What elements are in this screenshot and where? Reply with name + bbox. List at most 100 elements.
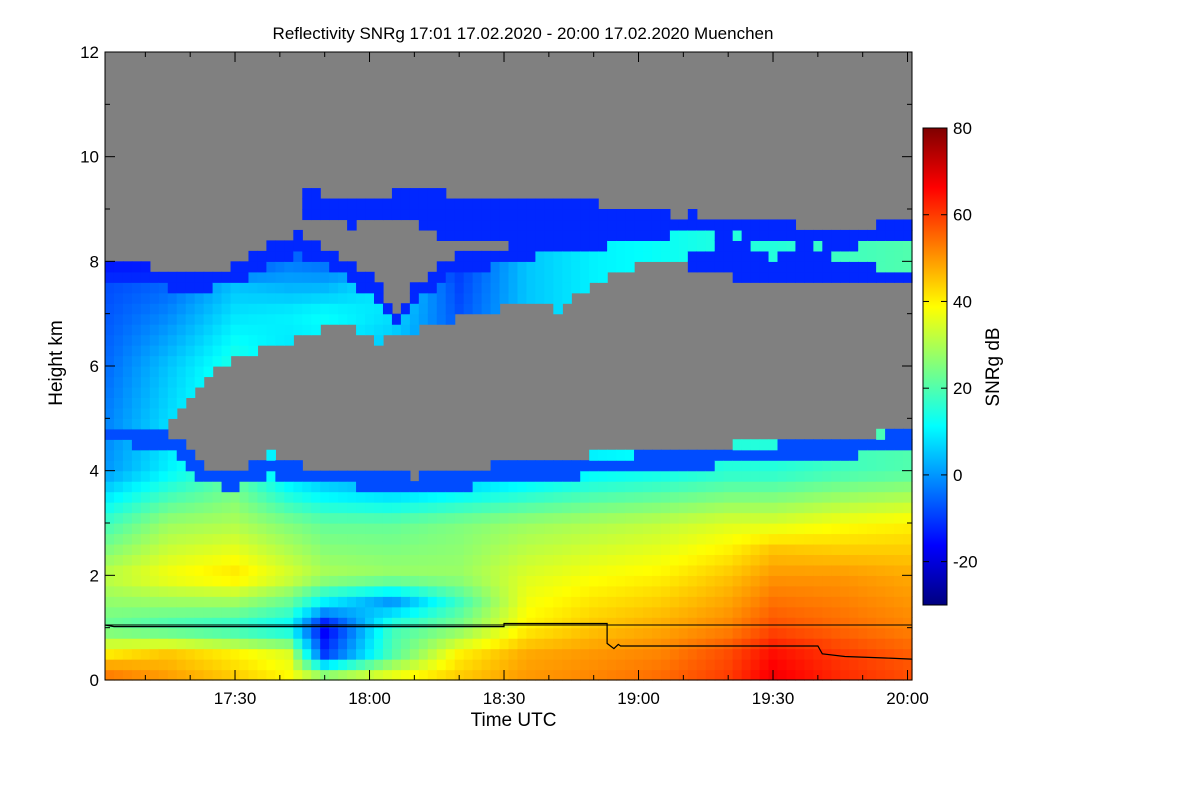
heatmap-cell bbox=[185, 575, 196, 587]
heatmap-cell bbox=[293, 324, 303, 336]
heatmap-cell bbox=[239, 596, 250, 608]
heatmap-cell bbox=[185, 523, 196, 535]
heatmap-cell bbox=[436, 669, 447, 681]
heatmap-cell bbox=[687, 240, 698, 252]
heatmap-cell bbox=[553, 229, 563, 241]
heatmap-cell bbox=[365, 648, 375, 660]
heatmap-cell bbox=[696, 491, 707, 503]
heatmap-cell bbox=[454, 198, 465, 210]
heatmap-cell bbox=[391, 209, 402, 221]
heatmap-cell bbox=[786, 261, 797, 273]
heatmap-cell bbox=[499, 617, 510, 629]
heatmap-cell bbox=[284, 585, 294, 597]
heatmap-cell bbox=[203, 585, 214, 597]
heatmap-cell bbox=[436, 564, 447, 576]
heatmap-cell bbox=[409, 627, 420, 639]
heatmap-cell bbox=[490, 481, 501, 493]
y-tick-label: 6 bbox=[90, 357, 99, 376]
heatmap-cell bbox=[885, 617, 895, 629]
heatmap-cell bbox=[813, 617, 823, 629]
heatmap-cell bbox=[517, 240, 528, 252]
heatmap-cell bbox=[436, 648, 447, 660]
heatmap-cell bbox=[714, 617, 725, 629]
heatmap-cell bbox=[409, 617, 420, 629]
heatmap-cell bbox=[463, 261, 474, 273]
heatmap-cell bbox=[553, 606, 563, 618]
heatmap-cell bbox=[140, 648, 151, 660]
heatmap-cell bbox=[678, 250, 689, 262]
heatmap-cell bbox=[490, 303, 501, 315]
heatmap-cell bbox=[311, 638, 321, 650]
heatmap-cell bbox=[463, 229, 474, 241]
heatmap-cell bbox=[651, 481, 662, 493]
heatmap-cell bbox=[687, 491, 698, 503]
heatmap-cell bbox=[544, 533, 554, 545]
heatmap-cell bbox=[463, 512, 474, 524]
heatmap-cell bbox=[329, 261, 339, 273]
heatmap-cell bbox=[553, 261, 563, 273]
heatmap-cell bbox=[113, 512, 124, 524]
heatmap-cell bbox=[508, 627, 519, 639]
heatmap-cell bbox=[257, 638, 267, 650]
heatmap-cell bbox=[374, 659, 384, 671]
heatmap-cell bbox=[400, 638, 411, 650]
heatmap-cell bbox=[481, 554, 492, 566]
heatmap-cell bbox=[687, 209, 698, 221]
heatmap-cell bbox=[113, 617, 124, 629]
heatmap-cell bbox=[535, 575, 545, 587]
heatmap-cell bbox=[589, 554, 599, 566]
heatmap-cell bbox=[472, 543, 483, 555]
heatmap-cell bbox=[275, 543, 285, 555]
heatmap-cell bbox=[338, 481, 348, 493]
heatmap-cell bbox=[894, 606, 904, 618]
heatmap-cell bbox=[616, 209, 626, 221]
heatmap-cell bbox=[777, 575, 788, 587]
heatmap-cell bbox=[418, 554, 429, 566]
heatmap-cell bbox=[230, 606, 241, 618]
heatmap-cell bbox=[221, 638, 232, 650]
heatmap-cell bbox=[266, 575, 276, 587]
heatmap-cell bbox=[651, 250, 662, 262]
heatmap-cell bbox=[248, 292, 259, 304]
heatmap-cell bbox=[571, 282, 581, 294]
heatmap-cell bbox=[382, 512, 393, 524]
heatmap-cell bbox=[302, 188, 312, 200]
heatmap-cell bbox=[248, 554, 259, 566]
heatmap-cell bbox=[777, 470, 788, 482]
heatmap-cell bbox=[194, 596, 205, 608]
heatmap-cell bbox=[158, 271, 169, 283]
heatmap-cell bbox=[409, 564, 420, 576]
heatmap-cell bbox=[885, 428, 895, 440]
heatmap-cell bbox=[131, 659, 142, 671]
heatmap-cell bbox=[553, 554, 563, 566]
heatmap-cell bbox=[499, 585, 510, 597]
heatmap-cell bbox=[203, 659, 214, 671]
heatmap-cell bbox=[535, 229, 545, 241]
heatmap-cell bbox=[131, 606, 142, 618]
heatmap-cell bbox=[553, 564, 563, 576]
heatmap-cell bbox=[705, 585, 716, 597]
heatmap-cell bbox=[786, 439, 797, 451]
heatmap-cell bbox=[158, 334, 169, 346]
heatmap-cell bbox=[714, 585, 725, 597]
heatmap-cell bbox=[391, 659, 402, 671]
heatmap-cell bbox=[113, 502, 124, 514]
heatmap-cell bbox=[320, 575, 330, 587]
heatmap-cell bbox=[732, 585, 743, 597]
heatmap-cell bbox=[625, 523, 635, 535]
heatmap-cell bbox=[158, 575, 169, 587]
heatmap-cell bbox=[589, 585, 599, 597]
heatmap-cell bbox=[858, 439, 868, 451]
heatmap-cell bbox=[607, 533, 617, 545]
heatmap-cell bbox=[589, 271, 599, 283]
heatmap-cell bbox=[122, 575, 133, 587]
heatmap-cell bbox=[239, 617, 250, 629]
heatmap-cell bbox=[149, 428, 160, 440]
heatmap-cell bbox=[140, 554, 151, 566]
heatmap-cell bbox=[849, 606, 859, 618]
heatmap-cell bbox=[445, 271, 456, 283]
heatmap-cell bbox=[526, 564, 536, 576]
heatmap-cell bbox=[831, 669, 841, 681]
heatmap-cell bbox=[329, 638, 339, 650]
heatmap-cell bbox=[284, 502, 294, 514]
